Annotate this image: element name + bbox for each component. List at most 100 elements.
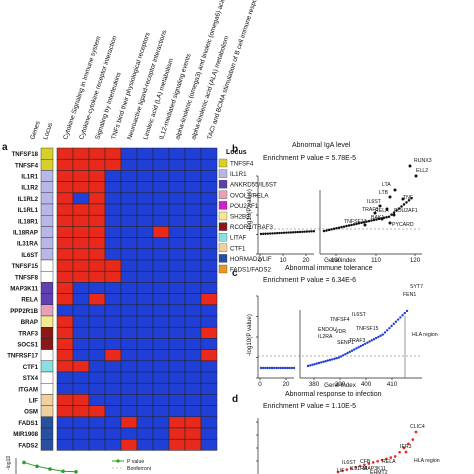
heatmap-cell [136, 416, 154, 429]
heatmap-cell [104, 158, 122, 171]
heatmap-cell [72, 293, 90, 306]
heatmap-cell [200, 427, 218, 440]
locus-cell [40, 170, 54, 182]
heatmap-cell [88, 349, 106, 362]
point-label: ENDOU [318, 327, 337, 333]
data-point [365, 220, 368, 223]
heatmap-cell [104, 181, 122, 194]
heatmap-cell [120, 427, 138, 440]
data-point [345, 468, 349, 471]
heatmap-cell [152, 438, 170, 451]
point-label: MAP3K11 [363, 466, 386, 472]
heatmap-cell [88, 248, 106, 261]
gene-label: BRAP [21, 319, 38, 326]
data-point [402, 203, 406, 206]
heatmap-cell [56, 394, 74, 406]
locus-column [40, 147, 54, 451]
point-label: TNFSF4 [330, 317, 350, 323]
heatmap-cell [152, 192, 170, 205]
heatmap-cell [56, 405, 74, 418]
heatmap-cell [72, 147, 90, 160]
heatmap-cell [56, 259, 74, 272]
data-point [392, 213, 396, 217]
point-label: VDR [335, 329, 346, 335]
data-point [375, 218, 378, 221]
heatmap-cell [152, 382, 170, 395]
heatmap-cell [72, 371, 90, 384]
region-label: HLA region [412, 332, 438, 338]
point-label: CLIC4 [410, 424, 425, 430]
heatmap-cell [56, 248, 74, 261]
gene-label: FADS1 [18, 420, 38, 427]
heatmap-cell [56, 349, 74, 362]
heatmap-cell [72, 315, 90, 328]
locus-cell [40, 394, 54, 406]
data-point [348, 350, 351, 354]
heatmap-cell [184, 315, 202, 328]
locus-legend-swatch [218, 254, 228, 263]
data-point [317, 361, 321, 365]
data-point [375, 336, 378, 340]
data-point [296, 230, 299, 234]
heatmap-cell [200, 416, 218, 429]
heatmap-cell [152, 282, 170, 294]
heatmap-cell [168, 304, 186, 317]
locus-legend-label: OVOL1/RELA [230, 192, 269, 199]
heatmap-cell [72, 203, 90, 216]
heatmap-cell [72, 360, 90, 373]
heatmap-cell [152, 338, 170, 350]
gene-label: RELA [21, 297, 38, 304]
data-point [286, 366, 289, 370]
data-point [290, 366, 293, 370]
heatmap-cell [184, 259, 202, 272]
point-label: TNFSF13 [344, 219, 367, 225]
locus-cell [40, 327, 54, 339]
column-header: Locus [42, 121, 54, 140]
data-point [387, 215, 391, 218]
heatmap-cell [152, 226, 170, 238]
heatmap-cell [200, 382, 218, 395]
data-point [393, 188, 397, 192]
data-point [309, 364, 312, 367]
heatmap-cell [88, 326, 106, 339]
heatmap-cell [168, 282, 186, 294]
data-point [354, 465, 357, 469]
data-point [281, 366, 285, 370]
heatmap [56, 147, 218, 451]
data-point [287, 231, 290, 234]
x-tick-label: 0 [258, 257, 262, 264]
heatmap-cell [88, 203, 106, 216]
data-point [262, 366, 265, 370]
gene-label: IL18RAP [13, 229, 38, 236]
data-point [380, 217, 384, 221]
heatmap-cell [88, 192, 106, 205]
data-point [306, 364, 310, 368]
heatmap-cell [88, 338, 106, 350]
heatmap-cell [152, 158, 170, 171]
x-tick-label: 100 [331, 257, 342, 264]
locus-cell [40, 237, 54, 250]
gene-label: OSM [24, 409, 38, 416]
heatmap-cell [200, 338, 218, 350]
data-point [366, 341, 369, 344]
heatmap-cell [168, 158, 186, 171]
heatmap-cell [56, 293, 74, 306]
heatmap-cell [88, 427, 106, 440]
heatmap-cell [200, 360, 218, 373]
pvalue-axis-label: -log10 [6, 455, 12, 470]
data-point [414, 174, 418, 178]
pvalue-plot: -log10 P value Bonferroni [6, 455, 151, 474]
heatmap-cell [56, 181, 74, 194]
heatmap-cell [88, 170, 106, 182]
heatmap-cell [200, 192, 218, 205]
data-point [385, 457, 388, 461]
x-tick-label: 390 [335, 381, 346, 388]
data-point [298, 230, 302, 234]
locus-legend-label: TNFSF4 [230, 161, 254, 168]
heatmap-cell [136, 326, 154, 339]
point-label: TNFSF15 [356, 326, 379, 332]
heatmap-cell [72, 181, 90, 194]
data-point [379, 334, 382, 337]
point-label: IER3 [400, 444, 412, 450]
heatmap-cell [104, 394, 122, 406]
